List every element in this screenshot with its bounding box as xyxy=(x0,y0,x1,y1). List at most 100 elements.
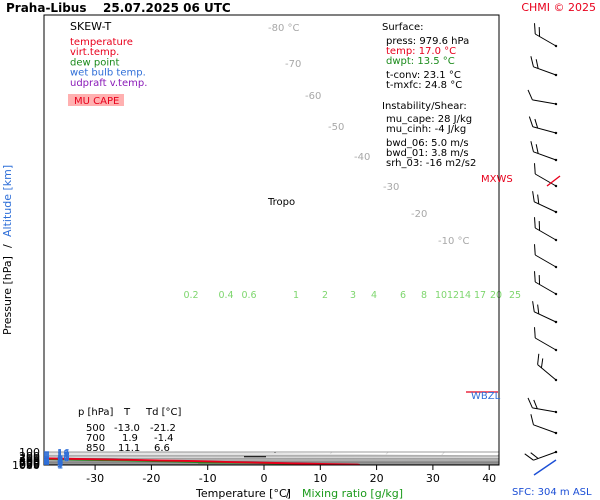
table-cell: -13.0 xyxy=(114,423,140,434)
table-cell: 6.6 xyxy=(154,443,170,454)
wind-barb xyxy=(534,217,558,242)
pressure-tick-label: 1000 xyxy=(12,459,40,472)
table-header-t: T xyxy=(123,407,131,418)
y-axis-label-altitude: Altitude [km] xyxy=(1,165,14,237)
altitude-tick-label: 5 xyxy=(57,458,63,469)
wind-barb xyxy=(532,301,558,324)
surface-temp: temp: 17.0 °C xyxy=(386,46,456,57)
y-axis-label: Pressure [hPa] xyxy=(1,256,14,335)
surface-tconv: t-conv: 23.1 °C xyxy=(386,70,461,81)
table-cell: 850 xyxy=(86,443,105,454)
x-tick-label: 20 xyxy=(370,472,384,485)
mixing-ratio-label: 1 xyxy=(293,290,299,301)
altitude-tick-label: 8 xyxy=(57,455,63,466)
indices-title: Instability/Shear: xyxy=(382,101,467,112)
credit: CHMI © 2025 xyxy=(521,1,596,14)
station-name: Praha-Libus xyxy=(6,1,86,15)
mu-cape-swatch xyxy=(68,94,124,106)
mixing-ratio-label: 0.2 xyxy=(183,290,198,301)
table-header-td: Td [°C] xyxy=(145,407,182,418)
pressure-tick-label: 400 xyxy=(19,454,40,467)
mixing-ratio-label: 0.4 xyxy=(218,290,233,301)
mixing-ratio-label: 25 xyxy=(509,290,521,301)
altitude-tick-label: 4 xyxy=(57,458,63,469)
altitude-tick-label: 15 xyxy=(57,449,70,460)
wind-barb xyxy=(534,327,558,352)
plot-frame xyxy=(43,14,500,466)
dry-adiabat xyxy=(44,454,499,461)
x-axis-label-sep: / xyxy=(286,487,290,500)
max-wind-label: MXWS xyxy=(481,174,513,185)
x-axis-label: Temperature [°C] xyxy=(195,487,291,500)
x-tick-label: -30 xyxy=(86,472,104,485)
index-mu-cinh: mu_cinh: -4 J/kg xyxy=(386,124,466,135)
tropopause-label: Tropo xyxy=(267,197,295,208)
surface-title: Surface: xyxy=(382,22,423,33)
surface-dwpt: dwpt: 13.5 °C xyxy=(386,56,455,67)
table-cell: 500 xyxy=(86,423,105,434)
table-cell: -21.2 xyxy=(150,423,176,434)
pressure-tick-label: 925 xyxy=(19,459,40,472)
mixing-ratio-label: 8 xyxy=(421,290,427,301)
pressure-tick-label: 300 xyxy=(19,452,40,465)
wind-barb xyxy=(530,141,558,162)
wet-bulb-zero-label: WBZL xyxy=(471,391,501,402)
mixing-ratio-label: 2 xyxy=(322,290,328,301)
temperature-line xyxy=(44,457,360,465)
wind-barb xyxy=(524,450,558,461)
mixing-ratio-label: 17 xyxy=(474,290,486,301)
wind-barb xyxy=(534,244,558,269)
x-tick-label: 40 xyxy=(482,472,496,485)
wind-barb xyxy=(534,271,558,296)
index-srh03: srh_03: -16 m2/s2 xyxy=(386,158,476,169)
wind-barb xyxy=(534,23,558,48)
surface-press: press: 979.6 hPa xyxy=(386,36,469,47)
wind-barb xyxy=(532,191,558,214)
mixing-ratio-label: 12 xyxy=(447,290,459,301)
altitude-tick-label: 2 xyxy=(57,460,63,471)
mixing-ratio-label: 6 xyxy=(400,290,406,301)
max-wind-marker xyxy=(546,175,561,187)
table-cell: 700 xyxy=(86,433,105,444)
sounding-time: 25.07.2025 06 UTC xyxy=(103,1,231,15)
dry-adiabat xyxy=(44,452,499,460)
table-cell: 11.1 xyxy=(118,443,140,454)
altitude-tick-label: 3 xyxy=(57,459,63,470)
table-cell: 1.9 xyxy=(122,433,138,444)
legend-item: wet bulb temp. xyxy=(70,68,146,79)
wind-barb xyxy=(534,163,558,188)
altitude-tick-label: 10 xyxy=(57,454,70,465)
legend-item: temperature xyxy=(70,37,133,48)
x-axis-label-mixing: Mixing ratio [g/kg] xyxy=(302,487,403,500)
isotherm-label: -60 xyxy=(305,91,321,102)
altitude-tick-label: 14 xyxy=(57,450,70,461)
dry-adiabat xyxy=(44,456,499,464)
dry-adiabat xyxy=(58,451,499,459)
altitude-tick-label: 13 xyxy=(57,451,70,462)
mixing-ratio-label: 10 xyxy=(435,290,447,301)
altitude-tick-label: 7 xyxy=(57,456,63,467)
dry-adiabat xyxy=(44,452,499,460)
altitude-tick-label: 9 xyxy=(57,454,63,465)
mixing-ratio-label: 3 xyxy=(350,290,356,301)
legend-item: dew point xyxy=(70,57,119,68)
surface-altitude-label: SFC: 304 m ASL xyxy=(512,487,592,498)
wind-barb xyxy=(528,116,558,135)
isotherm-label: -50 xyxy=(328,122,344,133)
altitude-tick-label: 16 xyxy=(57,448,70,459)
dry-adiabat xyxy=(44,455,499,463)
x-tick-label: 30 xyxy=(426,472,440,485)
x-tick-label: 10 xyxy=(313,472,327,485)
dry-adiabat xyxy=(44,451,499,459)
mixing-ratio-label: 0.6 xyxy=(241,290,256,301)
altitude-tick-label: 12 xyxy=(57,452,70,463)
isotherm-label: -80 °C xyxy=(268,23,300,34)
dry-adiabat xyxy=(44,455,499,462)
surface-tmxfc: t-mxfc: 24.8 °C xyxy=(386,80,462,91)
wind-barb xyxy=(530,414,558,435)
isotherm-label: -70 xyxy=(285,59,301,70)
table-cell: -1.4 xyxy=(154,433,174,444)
isotherm-label: -30 xyxy=(383,182,399,193)
